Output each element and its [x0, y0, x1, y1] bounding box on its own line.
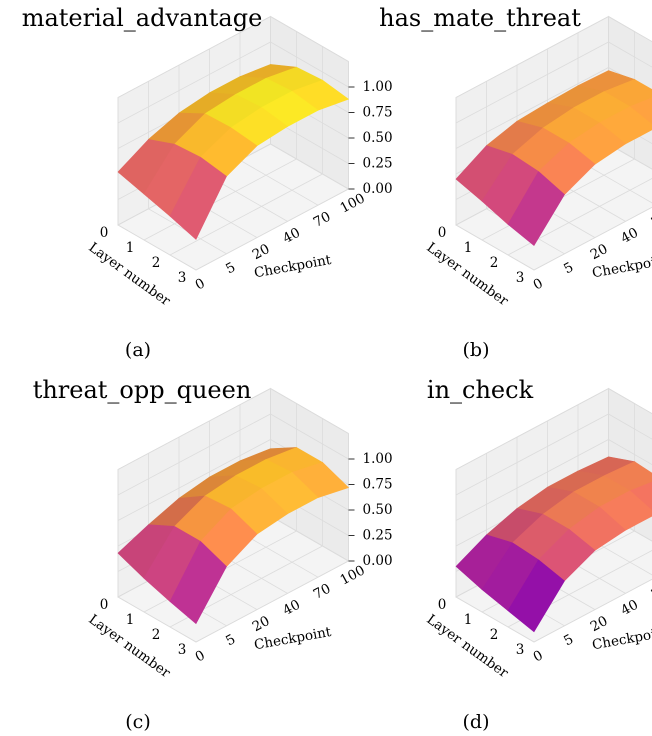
y-tick-label: 5 [561, 631, 576, 649]
y-tick-label: 5 [561, 259, 576, 277]
y-tick-label: 0 [531, 647, 546, 665]
y-tick-label: 0 [193, 275, 208, 293]
x-tick-label: 3 [178, 270, 187, 286]
surface-patch [169, 540, 227, 625]
grid-line [117, 413, 349, 496]
chart-title: has_mate_threat [379, 4, 581, 32]
x-tick-label: 2 [152, 255, 161, 271]
subfigure-caption: (b) [463, 339, 490, 361]
grid-line [455, 388, 652, 470]
y-tick-label: 70 [311, 209, 334, 231]
z-tick-label: 0.50 [363, 502, 393, 518]
y-tick-label: 40 [280, 597, 303, 619]
grid-line [239, 159, 319, 206]
surface-patch [507, 559, 565, 633]
grid-line [117, 16, 349, 98]
grid-line [117, 388, 349, 470]
y-tick-label: 20 [250, 613, 273, 635]
subfigure-caption: (c) [125, 711, 150, 733]
surface-patch [507, 171, 565, 246]
grid-line [455, 16, 652, 98]
grid-line [455, 413, 652, 496]
grid-line [195, 560, 349, 643]
y-tick-label: 5 [223, 259, 238, 277]
y-tick-label: 5 [223, 631, 238, 649]
x-tick-label: 1 [126, 240, 135, 256]
chart-title: material_advantage [22, 4, 263, 32]
z-tick-label: 0.25 [363, 156, 393, 172]
grid-line [195, 188, 349, 271]
x-tick-label: 3 [516, 642, 525, 658]
chart-title: in_check [427, 376, 534, 404]
grid-line [239, 531, 319, 578]
x-tick-label: 0 [100, 597, 109, 613]
grid-line [533, 578, 652, 643]
chart-title: threat_opp_queen [33, 376, 252, 404]
y-tick-label: 70 [649, 581, 652, 603]
x-tick-label: 1 [126, 612, 135, 628]
z-tick-label: 0.00 [363, 181, 393, 197]
surface-patch [169, 156, 227, 240]
x-tick-label: 2 [490, 627, 499, 643]
z-tick-label: 1.00 [363, 79, 393, 95]
x-tick-label: 3 [178, 642, 187, 658]
z-tick-label: 0.50 [363, 130, 393, 146]
grid-line [455, 596, 535, 643]
chart-panel: 0.000.250.500.751.00012305204070100Layer… [424, 376, 652, 733]
grid-line [169, 173, 323, 256]
y-tick-label: 0 [193, 647, 208, 665]
x-tick-label: 0 [100, 225, 109, 241]
y-tick-label: 40 [618, 597, 641, 619]
y-tick-label: 40 [618, 225, 641, 247]
subfigure-caption: (a) [125, 339, 151, 361]
x-tick-label: 3 [516, 270, 525, 286]
y-tick-label: 20 [588, 241, 611, 263]
z-tick-label: 0.75 [363, 105, 393, 121]
grid-line [455, 224, 535, 271]
x-tick-label: 0 [438, 597, 447, 613]
y-tick-label: 40 [280, 225, 303, 247]
x-tick-label: 1 [464, 612, 473, 628]
z-tick-label: 0.00 [363, 553, 393, 569]
grid-line [117, 41, 349, 124]
x-tick-label: 2 [490, 255, 499, 271]
x-tick-label: 1 [464, 240, 473, 256]
grid-line [117, 596, 197, 643]
y-tick-label: 70 [649, 209, 652, 231]
subfigure-caption: (d) [463, 711, 490, 733]
z-tick-label: 0.25 [363, 528, 393, 544]
y-tick-label: 0 [531, 275, 546, 293]
z-tick-label: 0.75 [363, 477, 393, 493]
y-tick-label: 70 [311, 581, 334, 603]
grid-line [455, 439, 652, 521]
y-tick-label: 20 [250, 241, 273, 263]
z-tick-label: 1.00 [363, 451, 393, 467]
grid-line [533, 206, 652, 271]
grid-line [117, 224, 197, 271]
grid-line [455, 67, 652, 149]
y-tick-label: 20 [588, 613, 611, 635]
grid-line [143, 158, 297, 241]
grid-line [455, 41, 652, 124]
x-tick-label: 0 [438, 225, 447, 241]
chart-panel: 0.000.250.500.751.00012305204070100Layer… [379, 4, 652, 361]
x-tick-label: 2 [152, 627, 161, 643]
